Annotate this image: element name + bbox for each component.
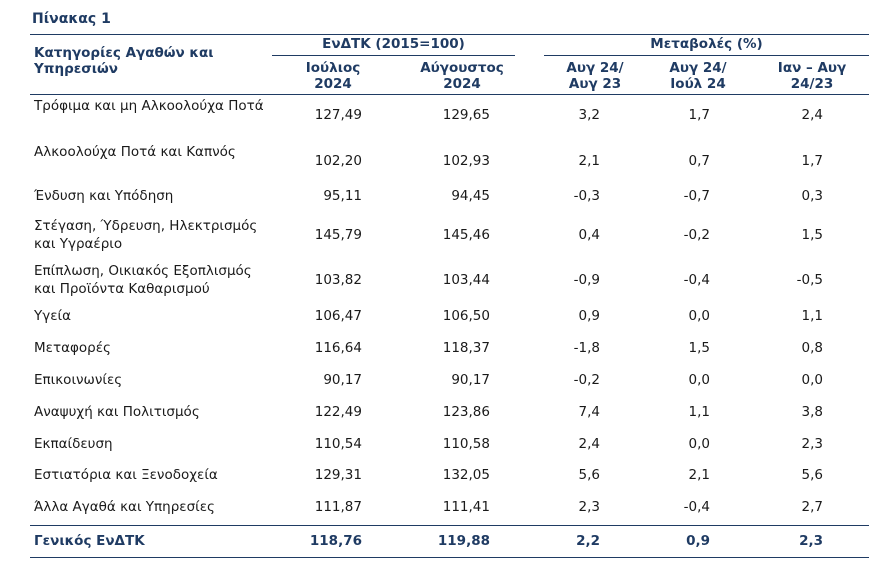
- cell-aug-aug: -0,9: [573, 272, 600, 288]
- category-label: Υγεία: [34, 308, 71, 324]
- cell-jan-aug: 1,5: [801, 227, 823, 243]
- category-label: Ένδυση και Υπόδηση: [34, 188, 174, 204]
- cell-aug-aug: 0,4: [578, 227, 600, 243]
- cell-july: 103,82: [314, 272, 362, 288]
- cell-july: 110,54: [314, 436, 362, 452]
- category-label: Επίπλωση, Οικιακός Εξοπλισμός και Προϊόν…: [34, 263, 252, 297]
- col-header-aug-jul: Αυγ 24/ Ιούλ 24: [669, 60, 727, 92]
- cell-august: 111,41: [442, 499, 490, 515]
- bottom-rule: [30, 557, 869, 558]
- category-header: Κατηγορίες Αγαθών και Υπηρεσιών: [34, 45, 214, 77]
- total-top-rule: [30, 525, 869, 526]
- cell-july: 90,17: [323, 372, 362, 388]
- cell-july: 145,79: [314, 227, 362, 243]
- cell-july: 95,11: [323, 188, 362, 204]
- total-aug-aug: 2,2: [576, 533, 600, 549]
- table-title: Πίνακας 1: [32, 11, 111, 27]
- total-august: 119,88: [437, 533, 490, 549]
- category-label: Επικοινωνίες: [34, 372, 123, 388]
- cell-aug-jul: 0,0: [688, 436, 710, 452]
- total-july: 118,76: [309, 533, 362, 549]
- col-header-august: Αύγουστος 2024: [420, 60, 504, 92]
- cell-aug-jul: 0,0: [688, 308, 710, 324]
- cell-aug-jul: 1,7: [688, 107, 710, 123]
- cell-aug-aug: -1,8: [573, 340, 600, 356]
- cell-august: 129,65: [442, 107, 490, 123]
- cell-aug-jul: 0,7: [688, 153, 710, 169]
- cell-aug-aug: -0,2: [573, 372, 600, 388]
- category-label: Άλλα Αγαθά και Υπηρεσίες: [34, 499, 215, 515]
- cell-aug-jul: 0,0: [688, 372, 710, 388]
- cell-july: 111,87: [314, 499, 362, 515]
- cell-aug-aug: 2,4: [578, 436, 600, 452]
- cell-jan-aug: 2,7: [801, 499, 823, 515]
- cell-august: 132,05: [442, 467, 490, 483]
- cell-july: 129,31: [314, 467, 362, 483]
- cell-aug-aug: -0,3: [573, 188, 600, 204]
- col-header-jan-aug: Ιαν – Αυγ 24/23: [777, 60, 847, 92]
- cell-jan-aug: 3,8: [801, 404, 823, 420]
- cell-aug-jul: -0,4: [683, 499, 710, 515]
- cell-jan-aug: 0,3: [801, 188, 823, 204]
- category-label: Μεταφορές: [34, 340, 111, 356]
- index-group-rule: [272, 55, 515, 56]
- cell-august: 123,86: [442, 404, 490, 420]
- cell-aug-jul: -0,4: [683, 272, 710, 288]
- cell-aug-aug: 0,9: [578, 308, 600, 324]
- cell-august: 102,93: [442, 153, 490, 169]
- total-jan-aug: 2,3: [799, 533, 823, 549]
- cell-aug-aug: 2,3: [578, 499, 600, 515]
- cell-aug-aug: 2,1: [578, 153, 600, 169]
- cell-august: 145,46: [442, 227, 490, 243]
- col-header-july: Ιούλιος 2024: [305, 60, 361, 92]
- index-group-header: ΕνΔΤΚ (2015=100): [322, 36, 465, 52]
- cell-july: 127,49: [314, 107, 362, 123]
- cell-august: 118,37: [442, 340, 490, 356]
- cell-august: 94,45: [451, 188, 490, 204]
- cell-aug-aug: 5,6: [578, 467, 600, 483]
- cell-aug-jul: 1,5: [688, 340, 710, 356]
- cell-jan-aug: -0,5: [796, 272, 823, 288]
- cell-jan-aug: 1,7: [801, 153, 823, 169]
- cell-jan-aug: 2,3: [801, 436, 823, 452]
- changes-group-header: Μεταβολές (%): [650, 36, 763, 52]
- category-label: Εστιατόρια και Ξενοδοχεία: [34, 467, 218, 483]
- cell-aug-jul: -0,7: [683, 188, 710, 204]
- col-header-aug-aug: Αυγ 24/ Αυγ 23: [566, 60, 624, 92]
- cell-aug-jul: -0,2: [683, 227, 710, 243]
- cell-august: 106,50: [442, 308, 490, 324]
- category-label: Εκπαίδευση: [34, 436, 113, 452]
- cell-jan-aug: 0,0: [801, 372, 823, 388]
- cell-aug-aug: 7,4: [578, 404, 600, 420]
- category-label: Τρόφιμα και μη Αλκοολούχα Ποτά: [34, 98, 264, 114]
- cell-august: 110,58: [442, 436, 490, 452]
- cell-jan-aug: 2,4: [801, 107, 823, 123]
- cell-july: 106,47: [314, 308, 362, 324]
- total-aug-jul: 0,9: [686, 533, 710, 549]
- cell-august: 103,44: [442, 272, 490, 288]
- changes-group-rule: [544, 55, 869, 56]
- category-label: Αναψυχή και Πολιτισμός: [34, 404, 200, 420]
- cell-july: 102,20: [314, 153, 362, 169]
- cell-jan-aug: 0,8: [801, 340, 823, 356]
- category-label: Αλκοολούχα Ποτά και Καπνός: [34, 144, 236, 160]
- total-label: Γενικός ΕνΔΤΚ: [34, 533, 145, 549]
- header-bottom-rule: [30, 94, 869, 95]
- top-rule: [30, 34, 869, 35]
- cell-jan-aug: 1,1: [801, 308, 823, 324]
- cell-august: 90,17: [451, 372, 490, 388]
- category-label: Στέγαση, Ύδρευση, Ηλεκτρισμός και Υγραέρ…: [34, 218, 258, 252]
- cell-aug-aug: 3,2: [578, 107, 600, 123]
- cell-aug-jul: 1,1: [688, 404, 710, 420]
- cell-july: 116,64: [314, 340, 362, 356]
- cell-jan-aug: 5,6: [801, 467, 823, 483]
- cell-july: 122,49: [314, 404, 362, 420]
- cell-aug-jul: 2,1: [688, 467, 710, 483]
